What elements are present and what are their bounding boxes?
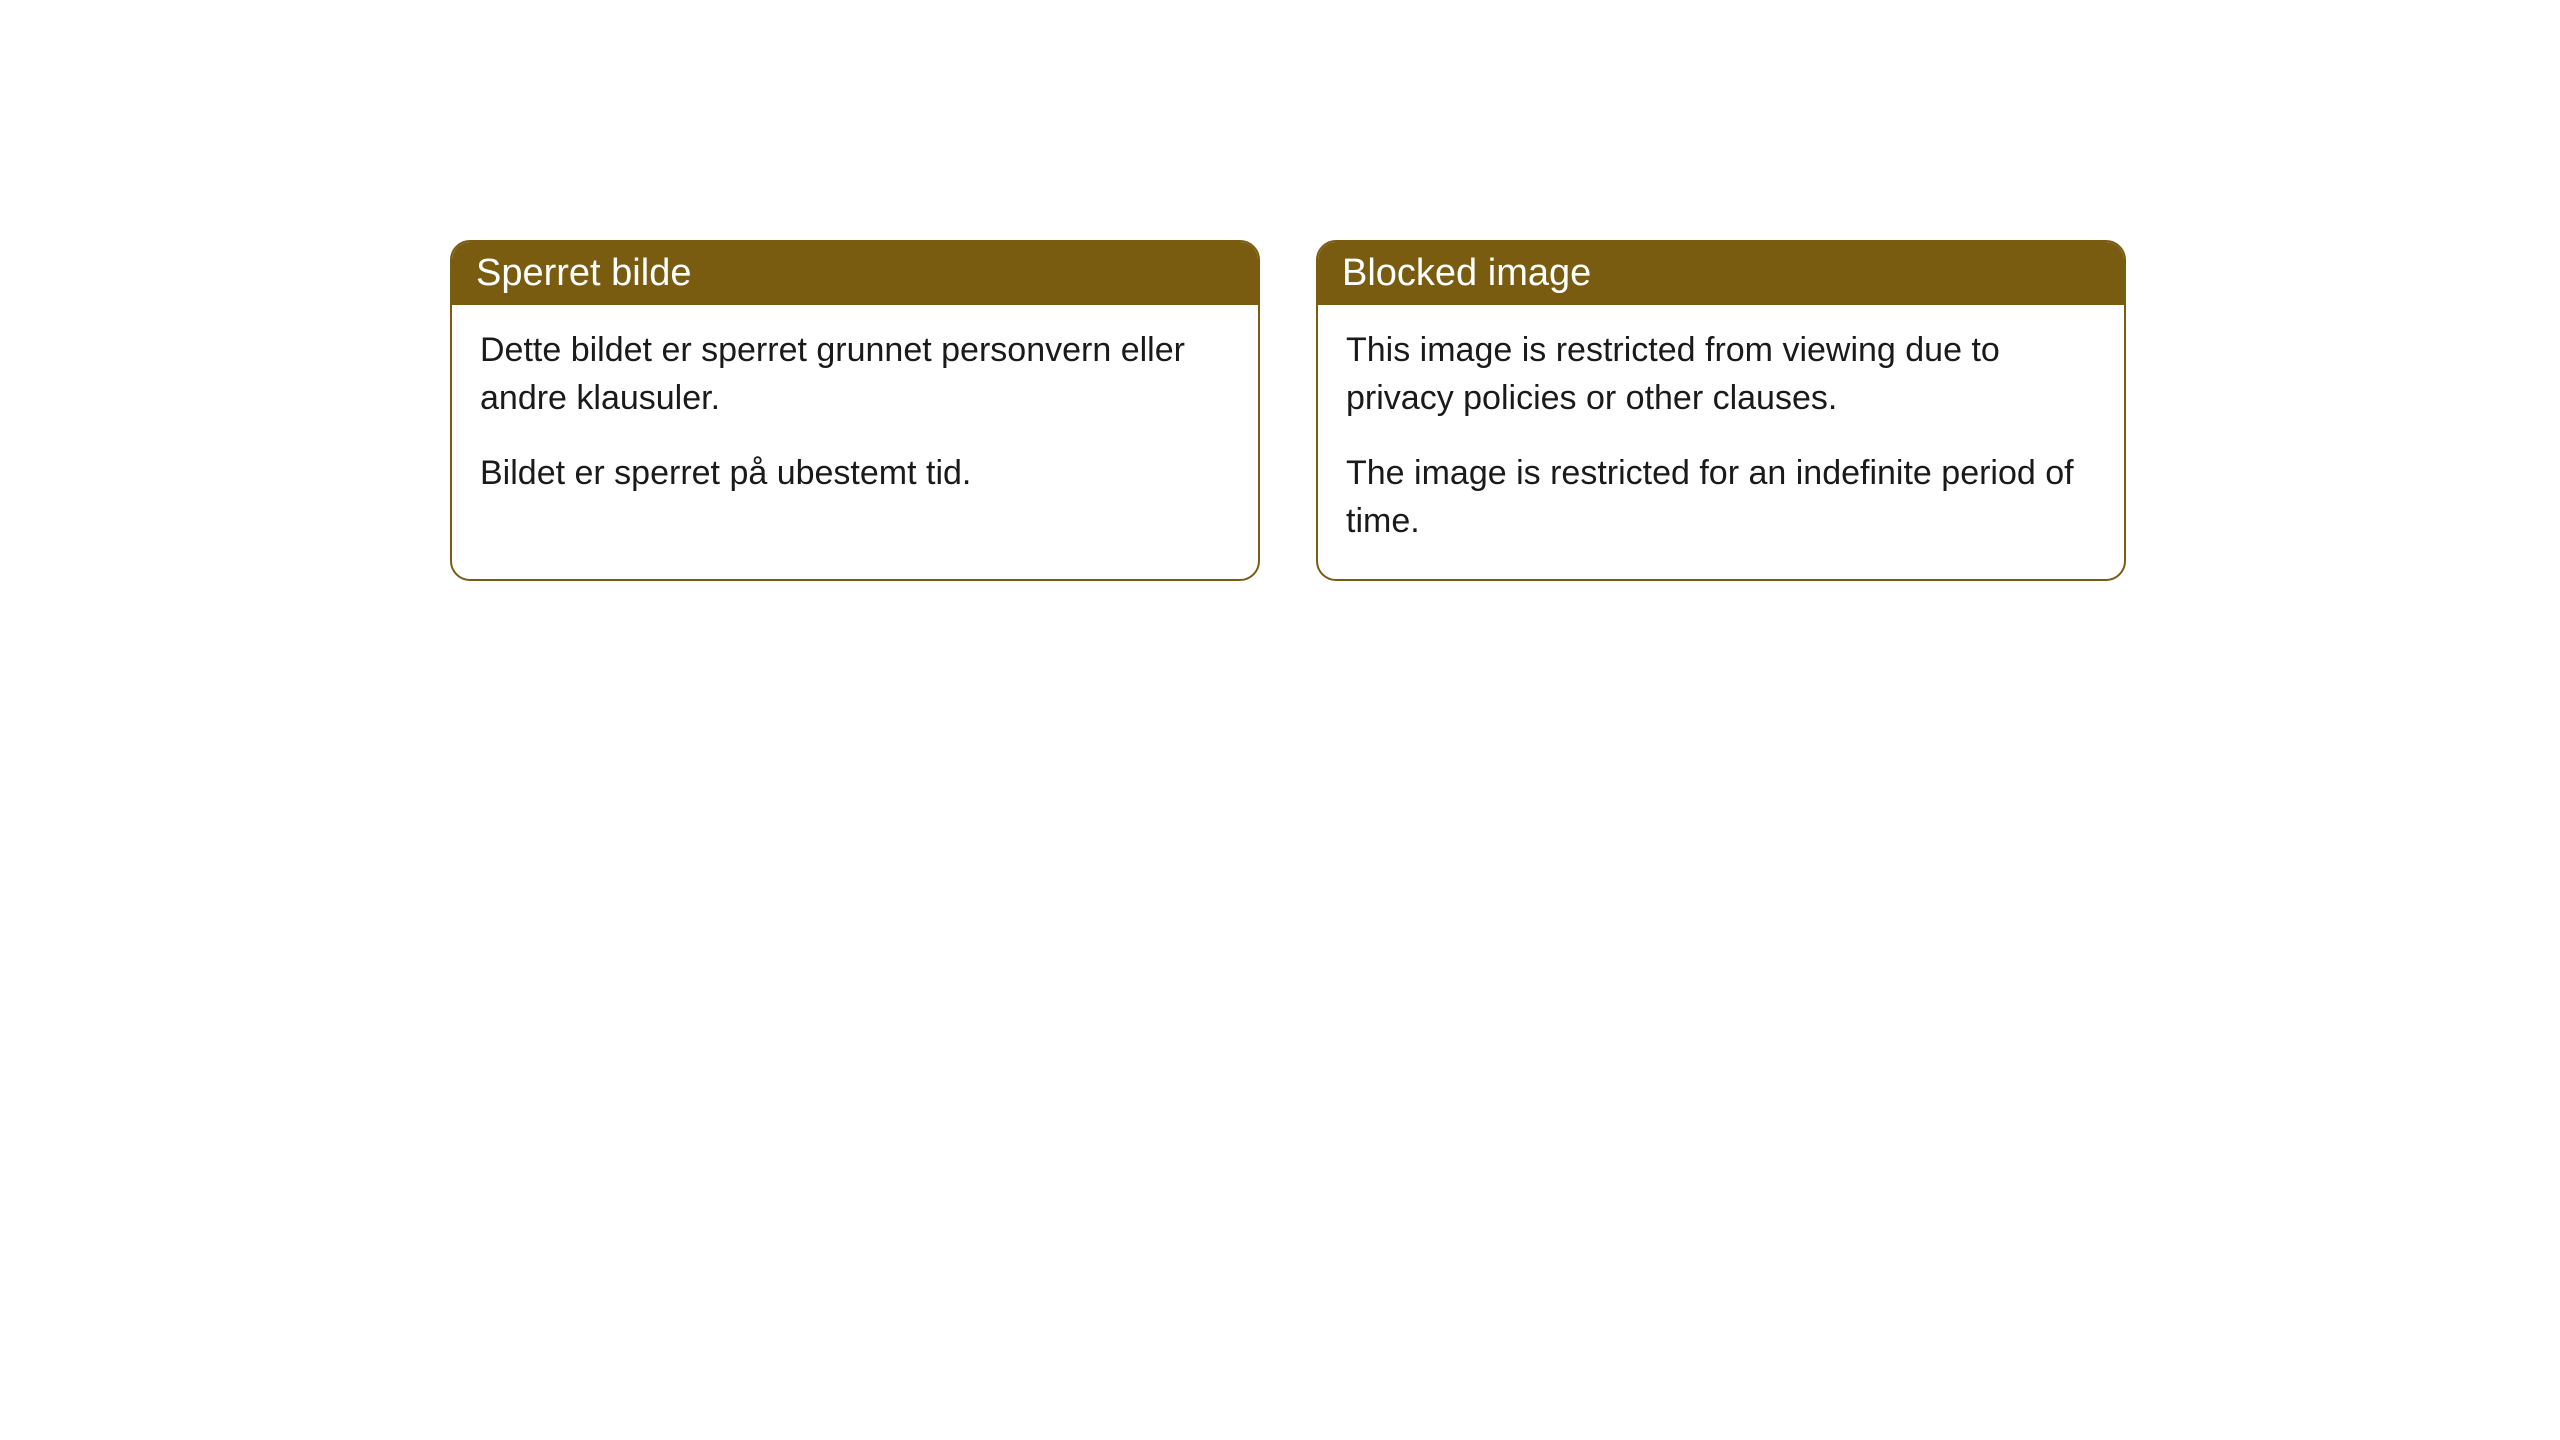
card-body-english: This image is restricted from viewing du… — [1318, 305, 2124, 579]
card-header-english: Blocked image — [1318, 242, 2124, 305]
card-text-paragraph: The image is restricted for an indefinit… — [1346, 450, 2096, 545]
card-header-norwegian: Sperret bilde — [452, 242, 1258, 305]
blocked-image-card-english: Blocked image This image is restricted f… — [1316, 240, 2126, 581]
card-text-paragraph: This image is restricted from viewing du… — [1346, 327, 2096, 422]
card-text-paragraph: Dette bildet er sperret grunnet personve… — [480, 327, 1230, 422]
card-text-paragraph: Bildet er sperret på ubestemt tid. — [480, 450, 1230, 498]
notice-cards-container: Sperret bilde Dette bildet er sperret gr… — [450, 240, 2126, 581]
card-body-norwegian: Dette bildet er sperret grunnet personve… — [452, 305, 1258, 532]
card-title: Sperret bilde — [476, 252, 691, 294]
blocked-image-card-norwegian: Sperret bilde Dette bildet er sperret gr… — [450, 240, 1260, 581]
card-title: Blocked image — [1342, 252, 1591, 294]
